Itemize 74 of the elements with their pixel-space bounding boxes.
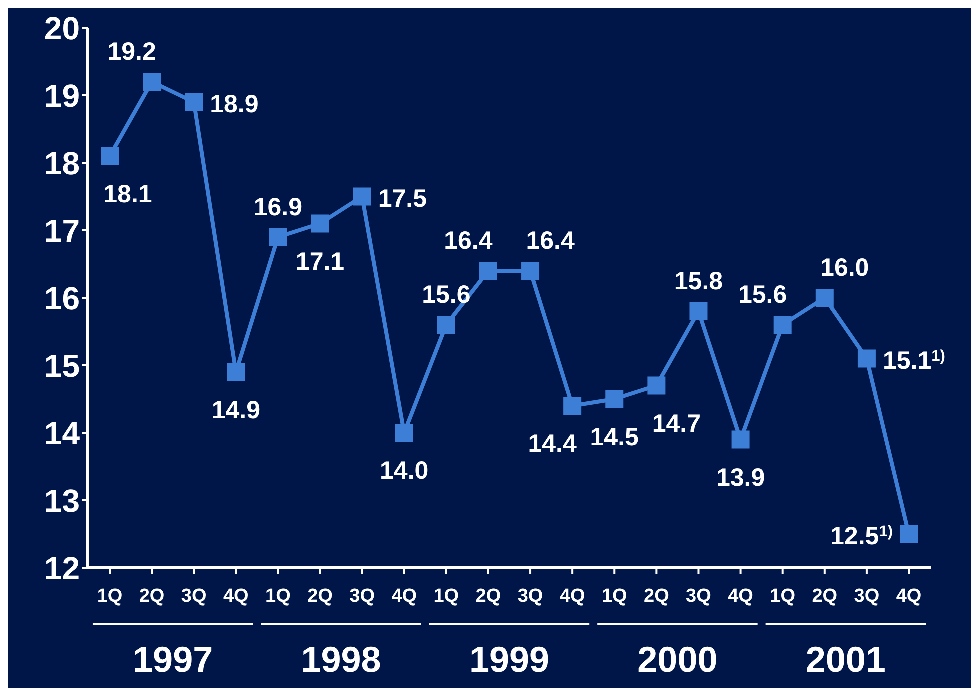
- y-tick-label: 12: [44, 550, 80, 586]
- data-label: 17.5: [378, 184, 428, 213]
- x-tick-label: 2Q: [476, 586, 502, 607]
- x-tick-label: 1Q: [266, 586, 291, 607]
- data-label: 14.7: [652, 410, 702, 438]
- point: [395, 424, 414, 442]
- point: [816, 289, 834, 307]
- data-label: 16.9: [254, 193, 303, 222]
- y-tick-label: 14: [44, 415, 80, 452]
- x-tick-label: 2Q: [308, 586, 333, 607]
- data-label: 16.0: [820, 254, 870, 282]
- data-label: 17.1: [296, 248, 345, 276]
- data-label: 14.9: [212, 396, 260, 424]
- text: 1999: [469, 639, 550, 680]
- data-label: 15.1$^{1)}$: [882, 346, 946, 375]
- text: 1998: [301, 639, 382, 680]
- data-label: 12.5$^{1)}$: [830, 522, 893, 550]
- data-label: 18.9: [210, 90, 259, 118]
- x-tick-label: 3Q: [518, 586, 544, 607]
- data-label: 18.1: [104, 180, 152, 208]
- x-tick-label: 2Q: [812, 586, 838, 607]
- point: [101, 147, 119, 166]
- y-tick-label: 17: [44, 212, 80, 249]
- text: 2001: [806, 639, 886, 680]
- x-tick-label: 3Q: [181, 586, 207, 607]
- point: [479, 262, 498, 280]
- y-tick-label: 13: [44, 482, 80, 519]
- data-label: 16.4: [444, 227, 493, 255]
- x-tick-label: 1Q: [602, 586, 628, 607]
- data-label: 14.4: [528, 430, 577, 458]
- x-tick-label: 4Q: [223, 586, 249, 607]
- data-label: 15.6: [422, 281, 471, 309]
- point: [858, 350, 876, 368]
- y-tick-label: 18: [44, 145, 80, 182]
- point: [353, 188, 372, 206]
- point: [143, 73, 162, 91]
- x-tick-label: 4Q: [728, 586, 754, 607]
- data-label: 19.2: [108, 38, 156, 66]
- point: [900, 525, 918, 544]
- point: [437, 316, 456, 334]
- point: [269, 228, 288, 246]
- x-tick-label: 3Q: [854, 586, 880, 607]
- point: [606, 390, 624, 408]
- x-tick-label: 1Q: [770, 586, 796, 607]
- point: [648, 376, 666, 395]
- x-tick-label: 4Q: [896, 586, 922, 607]
- point: [185, 93, 204, 112]
- x-tick-label: 1Q: [434, 586, 460, 607]
- x-tick-label: 2Q: [139, 586, 165, 607]
- y-tick-label: 19: [44, 78, 80, 114]
- x-tick-label: 1Q: [97, 586, 123, 607]
- data-label: 15.6: [738, 281, 788, 309]
- data-label: 15.8: [674, 268, 724, 296]
- point: [690, 302, 708, 320]
- x-tick-label: 2Q: [644, 586, 670, 607]
- y-tick-label: 15: [44, 348, 80, 384]
- text: 2000: [638, 639, 718, 680]
- point: [311, 214, 330, 233]
- text: 1997: [133, 639, 214, 680]
- point: [774, 316, 792, 334]
- point: [732, 430, 750, 449]
- data-label: 16.4: [526, 227, 575, 255]
- data-label: 14.0: [380, 457, 429, 485]
- point: [227, 363, 246, 382]
- y-tick-label: 20: [44, 10, 80, 46]
- x-tick-label: 3Q: [350, 586, 375, 607]
- data-label: 14.5: [590, 423, 640, 452]
- point: [522, 262, 540, 280]
- data-label: 13.9: [716, 464, 766, 492]
- x-tick-label: 4Q: [392, 586, 418, 607]
- x-tick-label: 4Q: [560, 586, 586, 607]
- point: [564, 397, 582, 415]
- x-tick-label: 3Q: [686, 586, 712, 607]
- y-tick-label: 16: [44, 280, 80, 316]
